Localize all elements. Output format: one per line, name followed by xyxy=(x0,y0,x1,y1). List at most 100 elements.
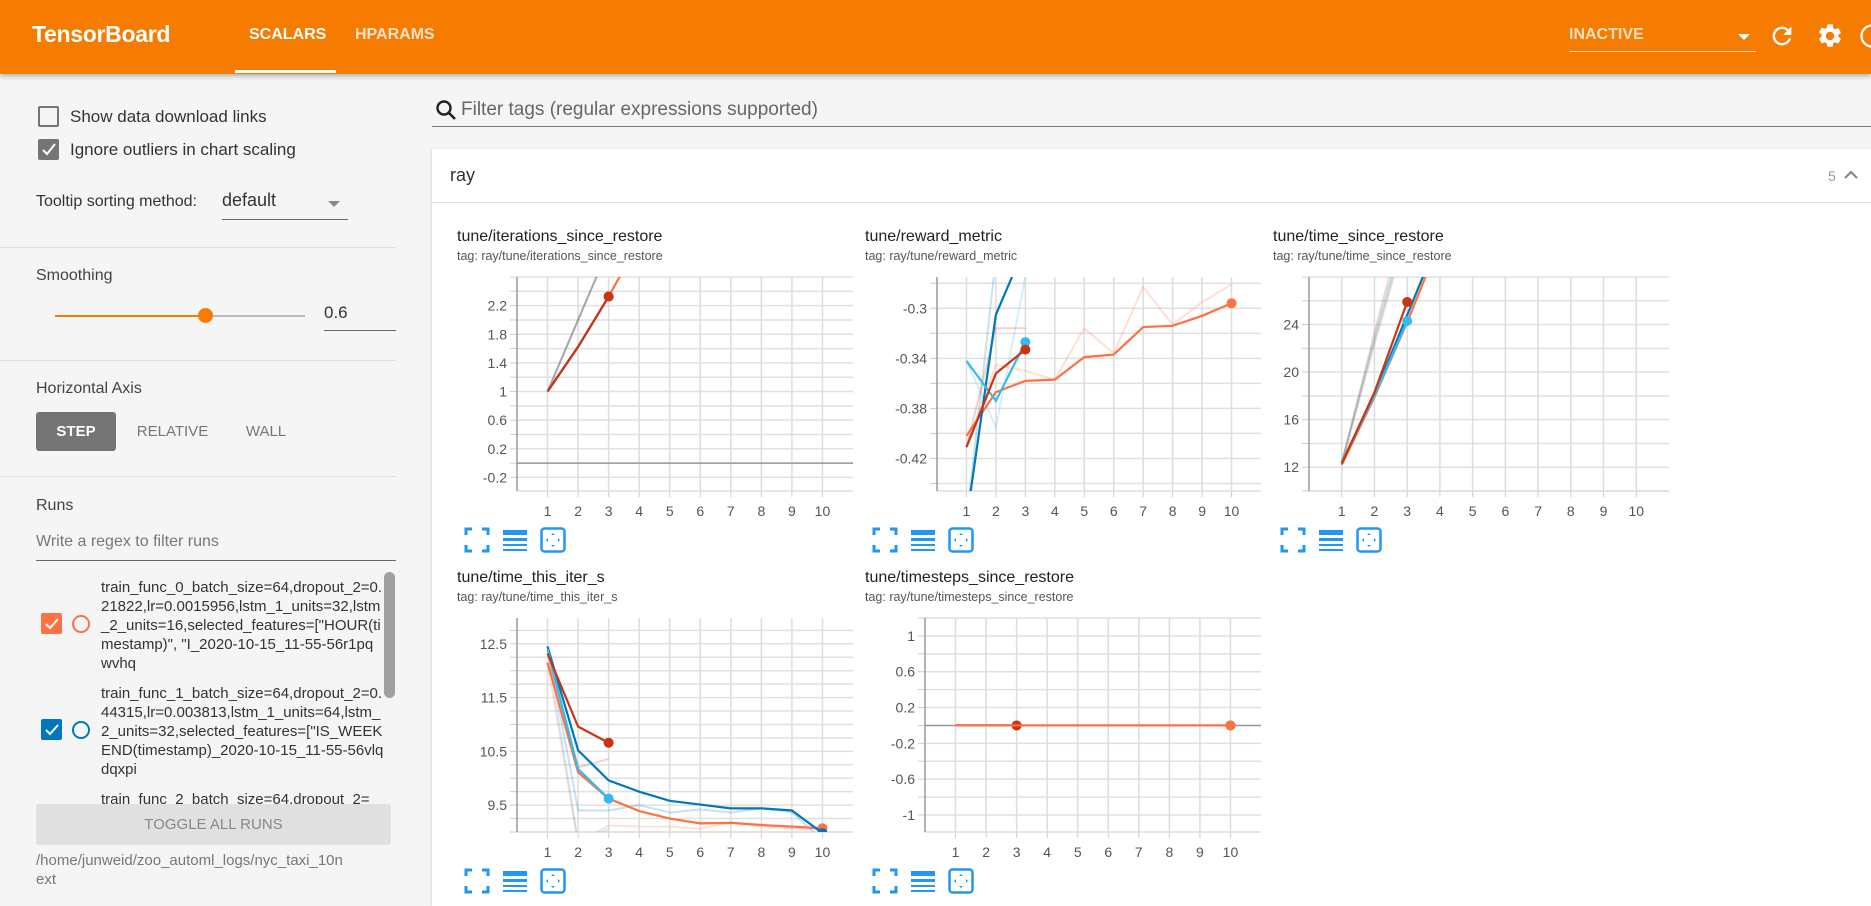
x-tick-label: 6 xyxy=(696,844,704,860)
tag-group-header[interactable]: ray 5 xyxy=(432,149,1871,203)
x-tick-label: 2 xyxy=(1371,503,1379,519)
raw-series-line xyxy=(546,277,598,392)
run-radio-icon[interactable] xyxy=(72,615,90,633)
raw-series-line xyxy=(965,327,1026,448)
refresh-icon[interactable] xyxy=(1768,22,1796,50)
checkbox-unchecked-icon[interactable] xyxy=(38,106,59,127)
y-tick-label: 24 xyxy=(1283,317,1299,333)
series-end-marker xyxy=(817,828,828,832)
series-end-marker xyxy=(1020,337,1031,348)
slider-thumb[interactable] xyxy=(198,308,213,323)
run-item[interactable]: train_func_0_batch_size=64,dropout_2=0.2… xyxy=(0,578,396,678)
smoothing-label: Smoothing xyxy=(36,267,113,284)
toggle-all-runs-button[interactable]: TOGGLE ALL RUNS xyxy=(36,804,391,845)
x-tick-label: 6 xyxy=(1104,844,1112,860)
ignore-outliers-checkbox[interactable]: Ignore outliers in chart scaling xyxy=(38,139,296,160)
tab-hparams[interactable]: HPARAMS xyxy=(355,26,435,43)
toggle-log-scale-icon[interactable] xyxy=(910,527,936,553)
toggle-log-scale-icon[interactable] xyxy=(502,868,528,894)
x-tick-label: 4 xyxy=(1043,844,1051,860)
raw-series-line xyxy=(546,277,598,392)
y-tick-label: 2.2 xyxy=(488,298,508,314)
raw-series-line xyxy=(1340,277,1393,463)
run-item[interactable]: train_func_2_batch_size=64,dropout_2= xyxy=(0,790,396,804)
show-download-links-checkbox[interactable]: Show data download links xyxy=(38,106,267,127)
toggle-log-scale-icon[interactable] xyxy=(910,868,936,894)
run-status-dropdown[interactable]: INACTIVE xyxy=(1569,22,1756,52)
chart-plot: 1 2 3 4 5 6 7 8 9 10 -1 -0.6 -0.2 0.2 0.6 1 xyxy=(891,617,1261,860)
fullscreen-icon[interactable] xyxy=(1280,527,1306,553)
series-group xyxy=(546,277,621,393)
run-name: train_func_0_batch_size=64,dropout_2=0.2… xyxy=(101,579,383,672)
chart-tag: tag: ray/tune/time_this_iter_s xyxy=(457,590,618,604)
smoothed-series-line xyxy=(546,295,610,393)
axis-step-button[interactable]: STEP xyxy=(36,412,116,451)
fullscreen-icon[interactable] xyxy=(872,868,898,894)
x-tick-label: 10 xyxy=(815,503,831,519)
settings-gear-icon[interactable] xyxy=(1816,22,1844,50)
fit-domain-icon[interactable] xyxy=(540,868,566,894)
x-tick-label: 5 xyxy=(1080,503,1088,519)
fullscreen-icon[interactable] xyxy=(464,868,490,894)
run-status-value: INACTIVE xyxy=(1569,26,1644,43)
raw-series-line xyxy=(546,277,598,392)
axis-relative-button[interactable]: RELATIVE xyxy=(136,423,209,440)
toggle-log-scale-icon[interactable] xyxy=(1318,527,1344,553)
fullscreen-icon[interactable] xyxy=(464,527,490,553)
divider xyxy=(0,476,396,477)
smoothed-series-line xyxy=(546,648,610,800)
tag-filter-input[interactable]: Filter tags (regular expressions support… xyxy=(432,96,1871,127)
fit-domain-icon[interactable] xyxy=(948,868,974,894)
tab-scalars[interactable]: SCALARS xyxy=(249,26,327,43)
x-tick-label: 1 xyxy=(544,844,552,860)
run-checkbox-checked-icon[interactable] xyxy=(41,613,62,634)
fit-domain-icon[interactable] xyxy=(948,527,974,553)
tooltip-sorting-select[interactable]: default xyxy=(222,188,348,220)
x-tick-label: 10 xyxy=(815,844,831,860)
y-tick-label: 11.5 xyxy=(481,690,507,706)
chart-tag: tag: ray/tune/reward_metric xyxy=(865,249,1018,263)
run-checkbox-checked-icon[interactable] xyxy=(41,719,62,740)
run-filter-input[interactable]: Write a regex to filter runs xyxy=(36,533,396,561)
x-tick-label: 5 xyxy=(666,503,674,519)
axis-wall-button[interactable]: WALL xyxy=(245,423,287,440)
fullscreen-icon[interactable] xyxy=(872,527,898,553)
series-end-marker xyxy=(1402,315,1413,326)
y-tick-label: 0.2 xyxy=(896,700,916,716)
x-tick-label: 2 xyxy=(574,503,582,519)
fit-domain-icon[interactable] xyxy=(540,527,566,553)
tag-filter-placeholder: Filter tags (regular expressions support… xyxy=(461,99,818,120)
smoothing-value-input[interactable]: 0.6 xyxy=(324,300,396,331)
smoothed-series-line xyxy=(965,348,1027,448)
tooltip-sorting-value: default xyxy=(222,190,277,210)
x-tick-label: 3 xyxy=(605,844,613,860)
toggle-log-scale-icon[interactable] xyxy=(502,527,528,553)
run-radio-icon[interactable] xyxy=(72,721,90,739)
help-info-icon[interactable] xyxy=(1858,22,1871,50)
chart-tag: tag: ray/tune/time_since_restore xyxy=(1273,249,1452,263)
y-tick-label: 16 xyxy=(1283,412,1299,428)
x-tick-label: 8 xyxy=(1169,503,1177,519)
dropdown-arrow-icon xyxy=(328,201,340,207)
fit-domain-icon[interactable] xyxy=(1356,527,1382,553)
x-tick-label: 2 xyxy=(992,503,1000,519)
checkbox-checked-icon[interactable] xyxy=(38,139,59,160)
y-tick-label: 1.4 xyxy=(488,355,508,371)
smoothing-slider[interactable] xyxy=(55,308,305,323)
top-app-bar: TensorBoard SCALARS HPARAMS INACTIVE xyxy=(0,0,1871,74)
runs-scrollbar[interactable] xyxy=(384,572,395,698)
y-tick-label: -0.3 xyxy=(903,300,927,316)
x-tick-label: 1 xyxy=(1338,503,1346,519)
chevron-up-icon[interactable] xyxy=(1842,166,1860,184)
x-tick-label: 7 xyxy=(727,844,735,860)
x-tick-label: 5 xyxy=(1469,503,1477,519)
x-tick-label: 6 xyxy=(1501,503,1509,519)
divider xyxy=(0,247,396,248)
run-item[interactable]: train_func_1_batch_size=64,dropout_2=0.4… xyxy=(0,684,396,784)
x-tick-label: 7 xyxy=(1139,503,1147,519)
raw-series-line xyxy=(965,283,1233,447)
horizontal-axis-label: Horizontal Axis xyxy=(36,380,142,397)
y-tick-label: 10.5 xyxy=(480,743,507,759)
smoothed-series-line xyxy=(546,662,823,830)
series-group xyxy=(965,277,1237,491)
